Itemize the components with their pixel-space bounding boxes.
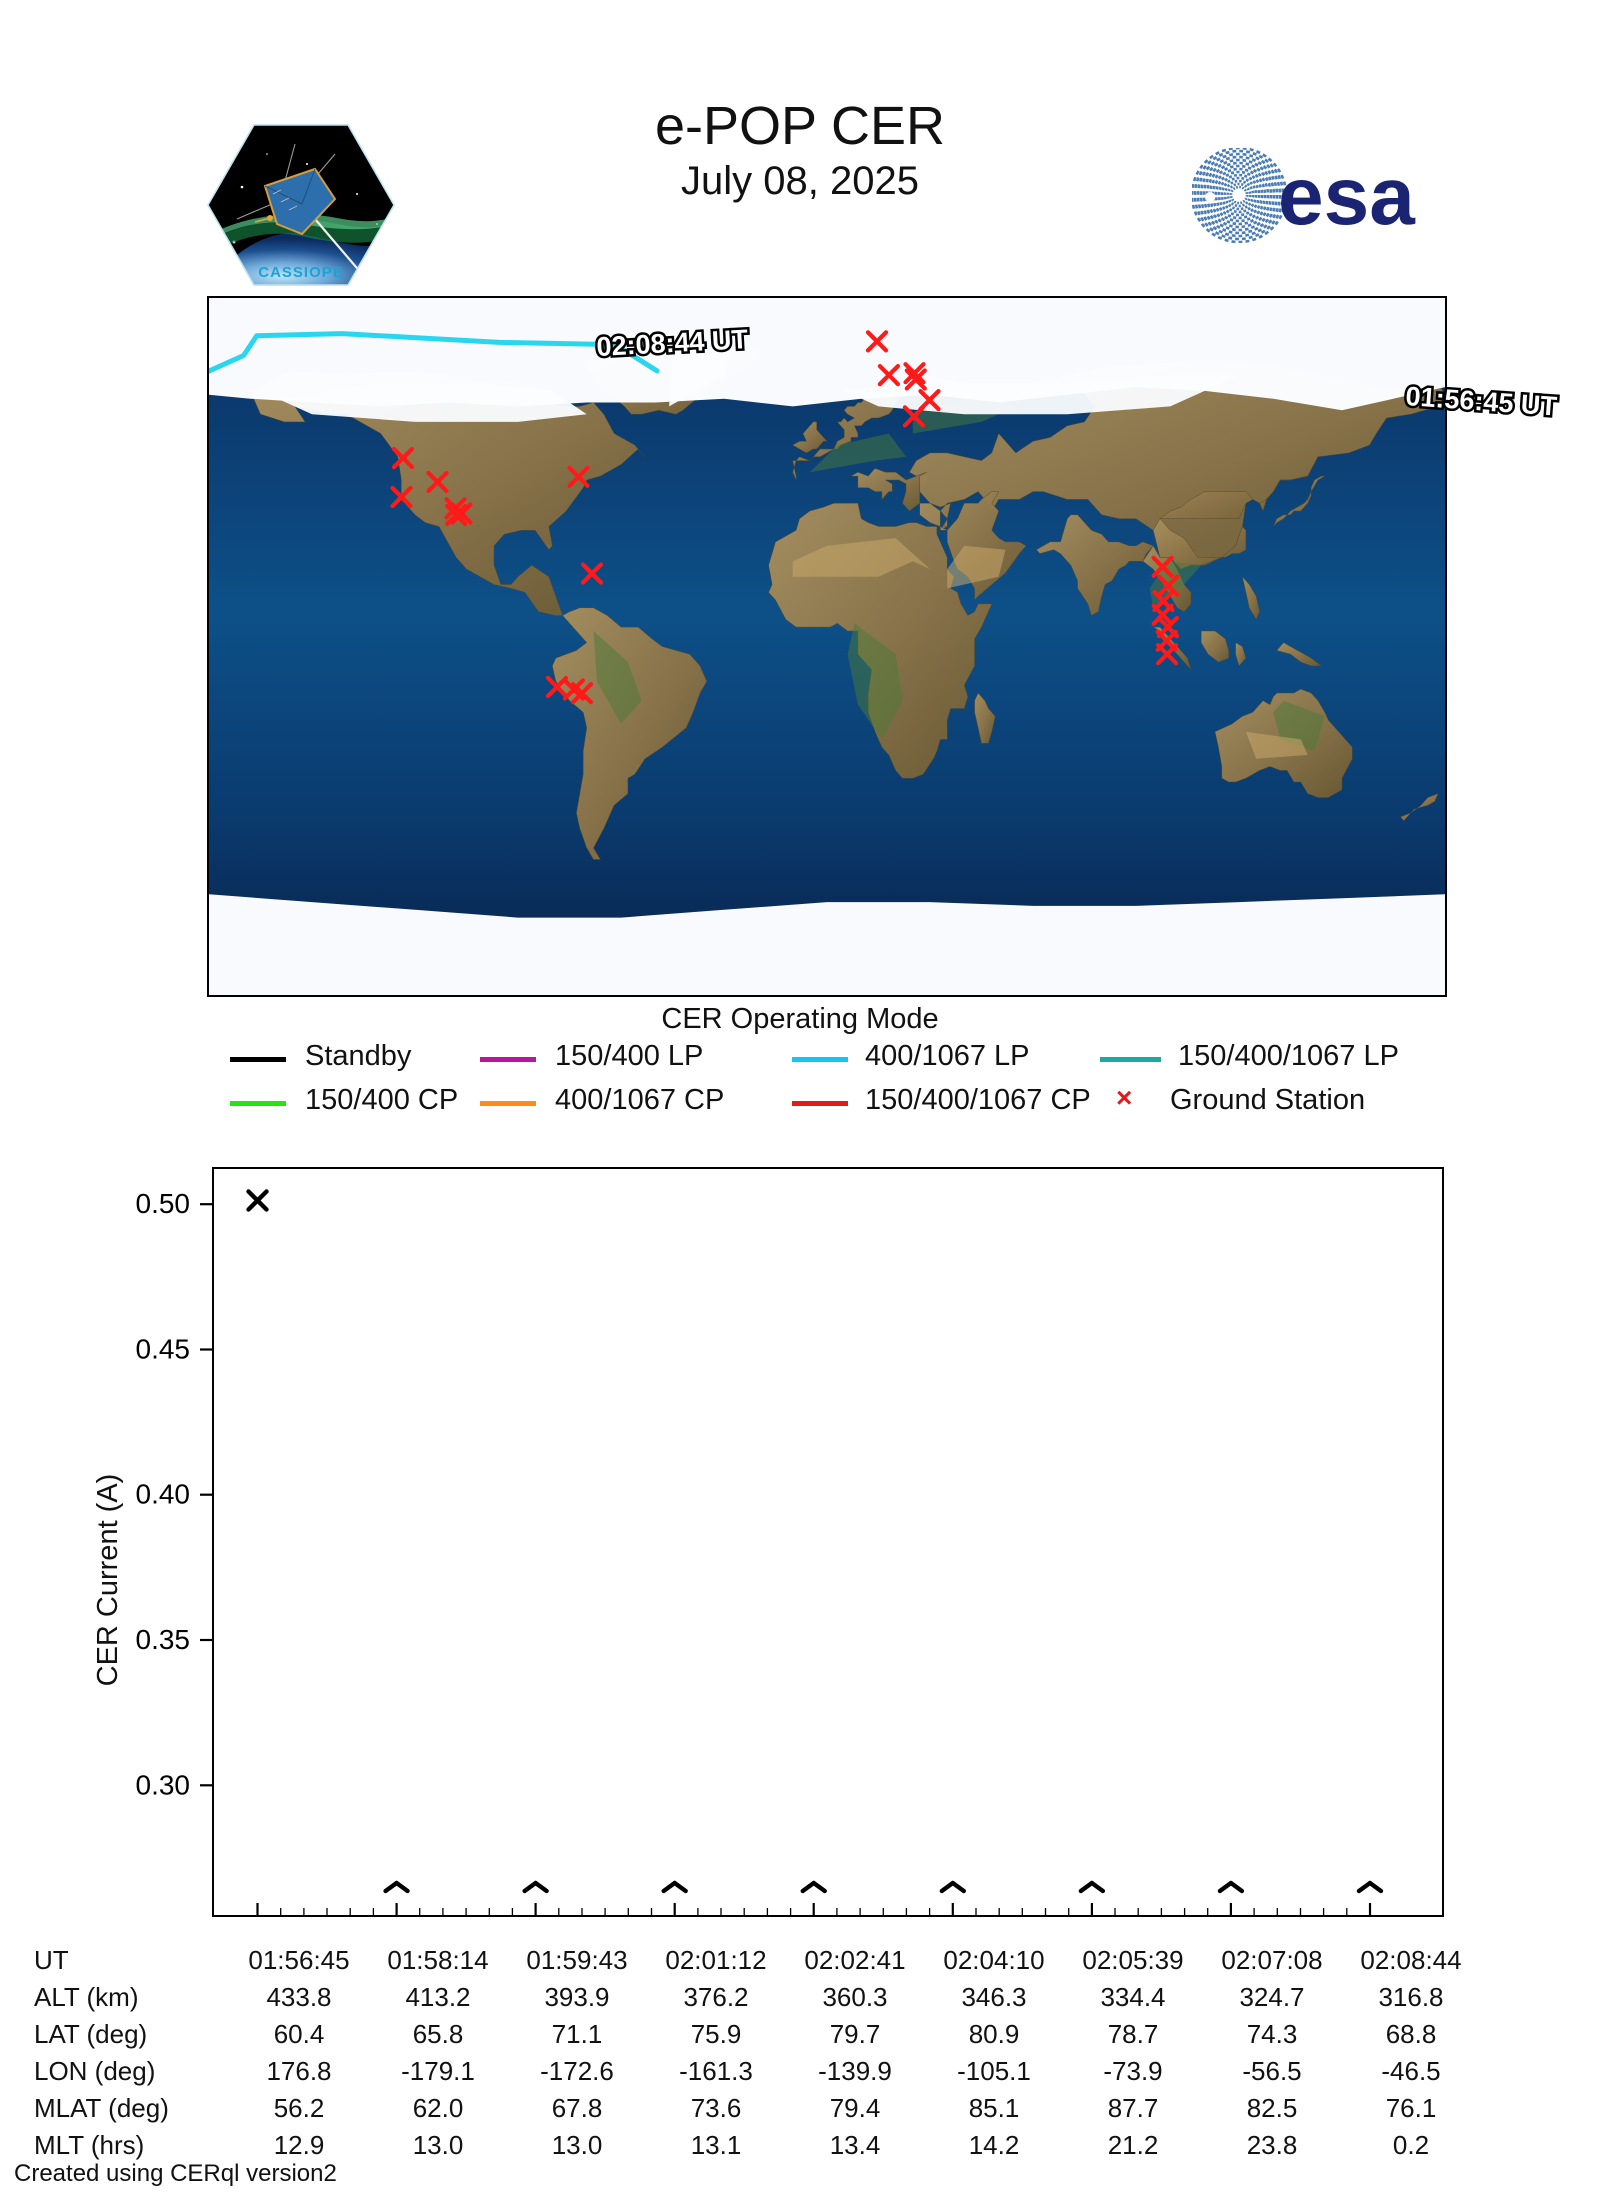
- svg-text:0.50: 0.50: [136, 1188, 191, 1219]
- svg-text:0.30: 0.30: [136, 1769, 191, 1800]
- svg-text:0.40: 0.40: [136, 1479, 191, 1510]
- svg-text:0.45: 0.45: [136, 1334, 191, 1365]
- svg-text:0.35: 0.35: [136, 1624, 191, 1655]
